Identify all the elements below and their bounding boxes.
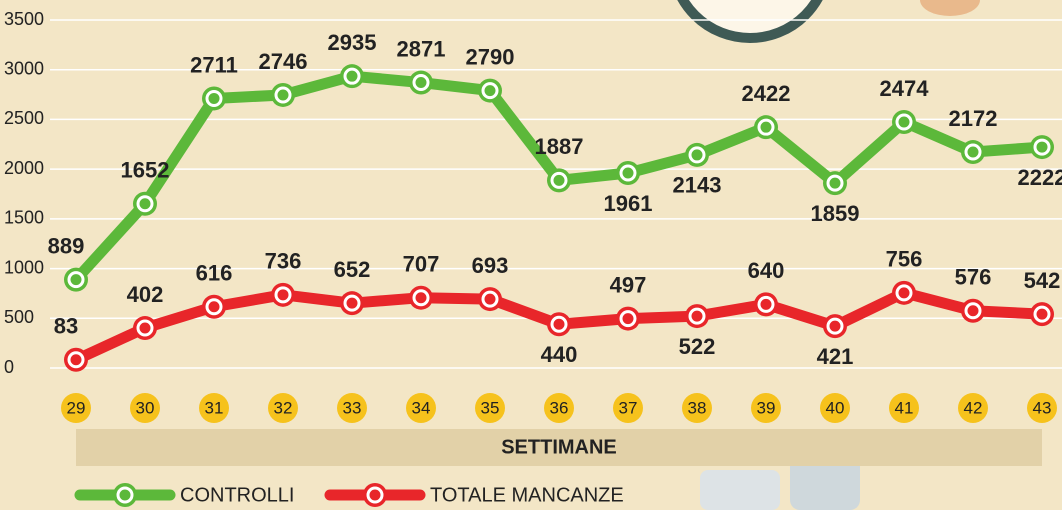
legend-marker-ring [368,488,382,502]
data-label: 2746 [259,49,308,74]
marker-ring [414,291,428,305]
x-tick-label: 32 [274,398,293,417]
marker-ring [138,197,152,211]
marker-ring [828,319,842,333]
marker-ring [966,304,980,318]
x-tick-label: 39 [757,398,776,417]
marker-ring [345,69,359,83]
data-label: 421 [817,344,854,369]
x-tick-label: 36 [550,398,569,417]
data-label: 756 [886,247,923,272]
y-tick-label: 500 [4,307,34,327]
marker-ring [690,148,704,162]
data-label: 2935 [328,30,377,55]
x-tick-label: 40 [826,398,845,417]
legend-marker-ring [118,488,132,502]
data-label: 2222 [1018,165,1062,190]
x-tick-label: 35 [481,398,500,417]
marker-ring [207,300,221,314]
data-label: 693 [472,253,509,278]
data-label: 1859 [811,201,860,226]
data-label: 616 [196,261,233,286]
data-label: 2474 [880,76,930,101]
legend-label: CONTROLLI [180,484,294,506]
x-tick-label: 37 [619,398,638,417]
x-tick-label: 41 [895,398,914,417]
data-label: 2871 [397,36,446,61]
marker-ring [69,353,83,367]
x-tick-label: 38 [688,398,707,417]
data-label: 576 [955,265,992,290]
marker-ring [138,321,152,335]
data-label: 2790 [466,44,515,69]
y-tick-label: 3500 [4,9,44,29]
data-label: 736 [265,249,302,274]
data-label: 707 [403,252,440,277]
x-tick-label: 29 [67,398,86,417]
marker-ring [621,312,635,326]
x-axis-label: SETTIMANE [501,436,617,458]
marker-ring [552,173,566,187]
marker-ring [966,145,980,159]
data-label: 889 [48,233,85,258]
marker-ring [483,292,497,306]
marker-ring [414,76,428,90]
data-label: 640 [748,258,785,283]
data-label: 2711 [190,52,238,77]
data-label: 2143 [673,173,722,198]
chart: SETTIMANE 0 500 1000 1500 2000 2500 3000 3500 29… [0,0,1062,510]
y-tick-label: 2500 [4,108,44,128]
data-label: 542 [1024,268,1061,293]
marker-ring [759,120,773,134]
x-tick-label: 33 [343,398,362,417]
marker-ring [552,317,566,331]
x-tick-label: 42 [964,398,983,417]
marker-ring [690,309,704,323]
data-label: 652 [334,257,371,282]
marker-ring [276,288,290,302]
marker-ring [897,286,911,300]
marker-ring [345,296,359,310]
data-label: 497 [610,272,647,297]
y-tick-label: 0 [4,357,14,377]
x-tick-label: 31 [205,398,224,417]
marker-ring [483,84,497,98]
x-tick-label: 34 [412,398,431,417]
marker-ring [1035,140,1049,154]
y-tick-label: 3000 [4,58,44,78]
data-label: 2422 [742,81,791,106]
data-label: 1961 [604,191,653,216]
y-tick-label: 1500 [4,208,44,228]
y-tick-label: 1000 [4,257,44,277]
data-label: 1652 [121,158,170,183]
data-label: 402 [127,282,164,307]
x-tick-label: 43 [1033,398,1052,417]
legend-label: TOTALE MANCANZE [430,484,624,506]
y-tick-label: 2000 [4,158,44,178]
x-tick-label: 30 [136,398,155,417]
marker-ring [276,88,290,102]
marker-ring [207,91,221,105]
marker-ring [621,166,635,180]
data-label: 440 [541,342,578,367]
data-label: 1887 [535,134,584,159]
marker-ring [828,176,842,190]
marker-ring [1035,307,1049,321]
data-label: 522 [679,334,716,359]
data-label: 83 [54,314,78,339]
marker-ring [759,297,773,311]
data-label: 2172 [949,106,998,131]
marker-ring [69,273,83,287]
marker-ring [897,115,911,129]
